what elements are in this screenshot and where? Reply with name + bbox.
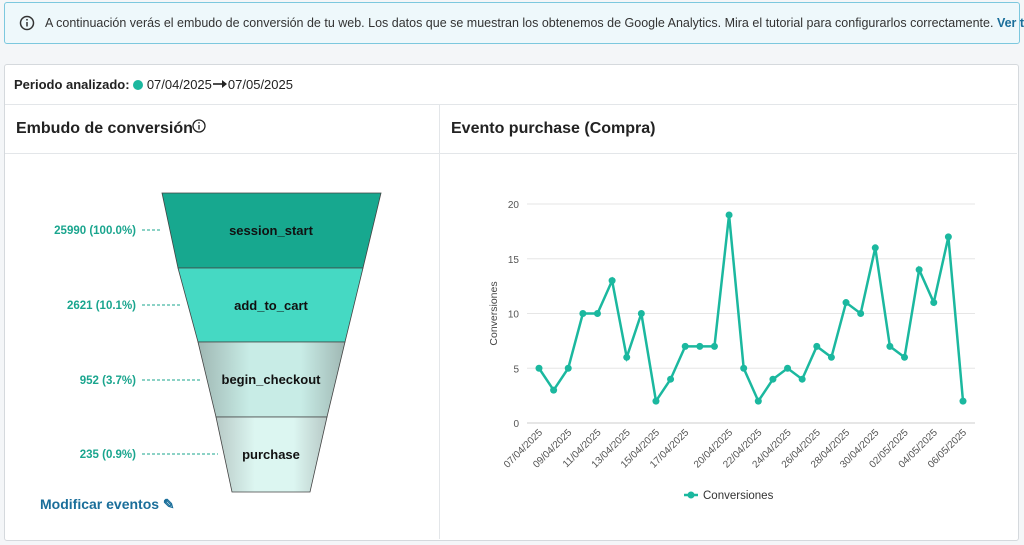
period-dot: [133, 80, 144, 90]
info-banner: A continuación verás el embudo de conver…: [4, 2, 1024, 44]
funnel-title: Embudo de conversión: [16, 120, 193, 137]
arrow: [212, 80, 227, 88]
info-icon: [19, 15, 35, 31]
separator: [5, 104, 1017, 105]
edit-events-link[interactable]: Modificar eventos ✎: [40, 496, 175, 512]
info-text: A continuación verás el embudo de conver…: [45, 16, 994, 30]
period-end: 07/05/2025: [227, 77, 293, 92]
separator: [5, 153, 1017, 154]
period: Periodo analizado: 07/04/2025 07/05/2025: [14, 77, 293, 92]
edit-events-text: Modificar eventos: [40, 496, 160, 512]
info-icon: [192, 119, 206, 133]
period-start: 07/04/2025: [146, 77, 212, 92]
tutorial-link[interactable]: Ver tutorial: [996, 16, 1024, 30]
chart-title: Evento purchase (Compra): [451, 120, 656, 137]
divider: [439, 105, 440, 539]
period-label: Periodo analizado:: [14, 77, 130, 92]
